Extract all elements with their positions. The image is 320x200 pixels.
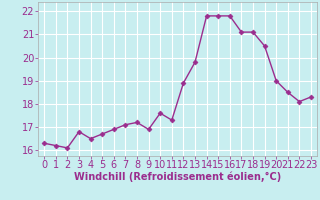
X-axis label: Windchill (Refroidissement éolien,°C): Windchill (Refroidissement éolien,°C)	[74, 172, 281, 182]
